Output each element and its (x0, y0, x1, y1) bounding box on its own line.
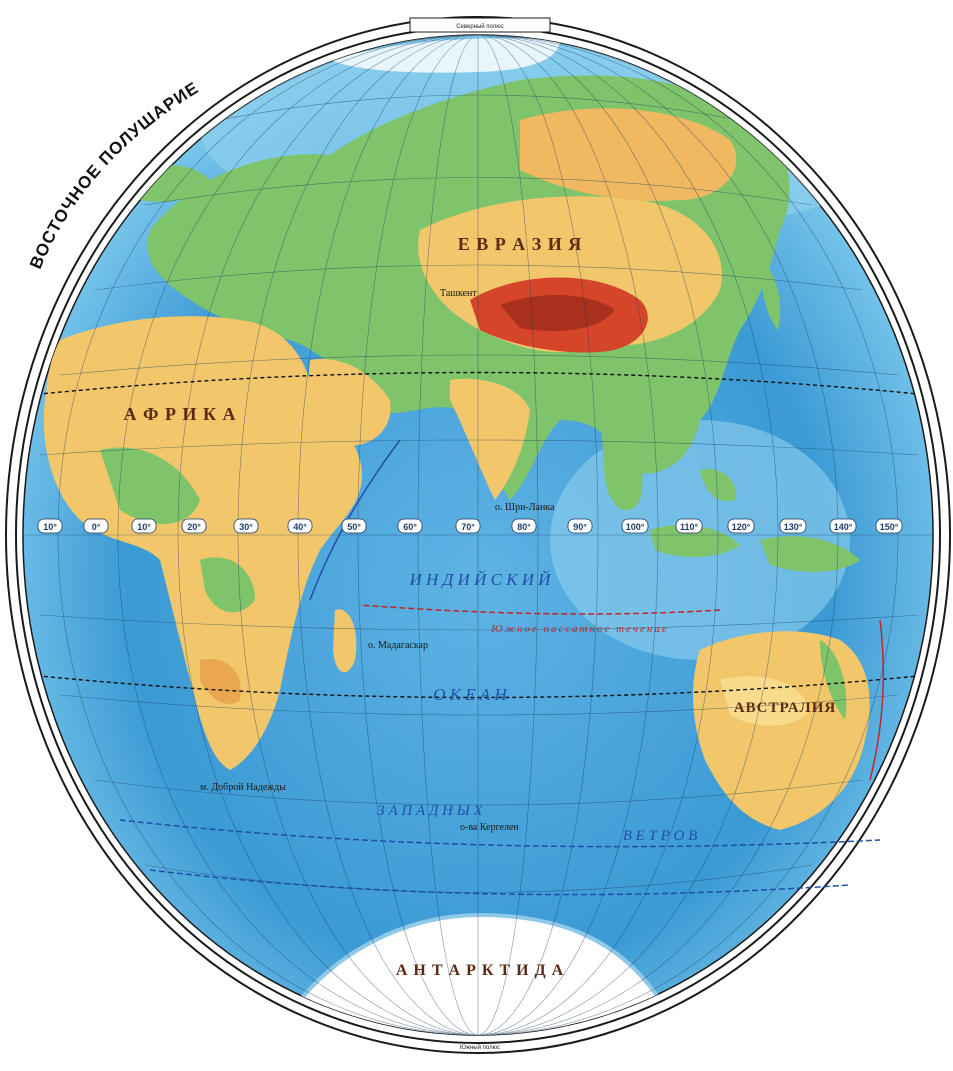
meridian-tag: 60° (397, 518, 423, 534)
meridian-tag: 70° (455, 518, 481, 534)
meridian-tag: 90° (567, 518, 593, 534)
meridian-tag: 100° (621, 518, 649, 534)
svg-text:60°: 60° (403, 522, 417, 532)
graticule (25, 35, 933, 1035)
label-westerly-winds-2: В Е Т Р О В (623, 828, 698, 844)
svg-text:20°: 20° (187, 522, 201, 532)
label-south-trade-wind-current: Южное пассатное течение (490, 623, 668, 635)
svg-text:150°: 150° (880, 522, 899, 532)
svg-text:40°: 40° (293, 522, 307, 532)
meridian-label-row: 10° 0° 10° 20° 30° 40° 50° 60° 70° 80° 9… (37, 518, 903, 534)
svg-text:100°: 100° (626, 522, 645, 532)
label-kerguelen: о-ва Кергелен (460, 822, 519, 833)
label-eurasia: Е В Р А З И Я (458, 234, 583, 254)
label-good-hope: м. Доброй Надежды (200, 782, 286, 793)
tropic-lines (29, 371, 929, 699)
meridian-tag: 10° (131, 518, 157, 534)
svg-text:10°: 10° (137, 522, 151, 532)
label-indian-ocean-2: О К Е А Н (433, 685, 508, 704)
meridian-tag: 40° (287, 518, 313, 534)
svg-text:80°: 80° (517, 522, 531, 532)
svg-text:90°: 90° (573, 522, 587, 532)
label-tashkent: Ташкент (440, 288, 477, 299)
label-indian-ocean: И Н Д И Й С К И Й (408, 570, 552, 589)
svg-text:130°: 130° (784, 522, 803, 532)
label-north-pole: Северный полюс (456, 23, 504, 30)
antarctica-ice (300, 915, 660, 1035)
svg-text:70°: 70° (461, 522, 475, 532)
svg-text:110°: 110° (680, 522, 699, 532)
svg-text:10°: 10° (43, 522, 57, 532)
meridian-tag: 110° (675, 518, 703, 534)
north-pole-tab (409, 17, 551, 33)
meridian-tag: 130° (779, 518, 807, 534)
meridian-tag: 140° (829, 518, 857, 534)
siberia-uplands (520, 108, 737, 201)
svg-text:50°: 50° (347, 522, 361, 532)
label-africa: А Ф Р И К А (123, 404, 236, 424)
meridian-tag: 0° (83, 518, 109, 534)
svg-text:120°: 120° (732, 522, 751, 532)
svg-text:140°: 140° (834, 522, 853, 532)
label-antarctica: А Н Т А Р К Т И Д А (396, 962, 564, 979)
meridian-tag: 80° (511, 518, 537, 534)
label-australia: АВСТРАЛИЯ (734, 700, 836, 716)
meridian-tag: 120° (727, 518, 755, 534)
africa-landmass (43, 316, 362, 770)
svg-text:30°: 30° (239, 522, 253, 532)
svg-text:0°: 0° (92, 522, 101, 532)
label-south-pole: Южный полюс (460, 1044, 500, 1051)
label-westerly-winds-1: З А П А Д Н Ы Х (377, 803, 483, 819)
label-sri-lanka: о. Шри-Ланка (495, 502, 555, 513)
meridian-tag: 30° (233, 518, 259, 534)
madagascar-island (333, 609, 357, 673)
india (450, 378, 530, 500)
meridian-tag: 10° (37, 518, 63, 534)
meridian-tag: 150° (875, 518, 903, 534)
meridian-tag: 50° (341, 518, 367, 534)
label-madagascar: о. Мадагаскар (368, 640, 428, 651)
meridian-tag: 20° (181, 518, 207, 534)
